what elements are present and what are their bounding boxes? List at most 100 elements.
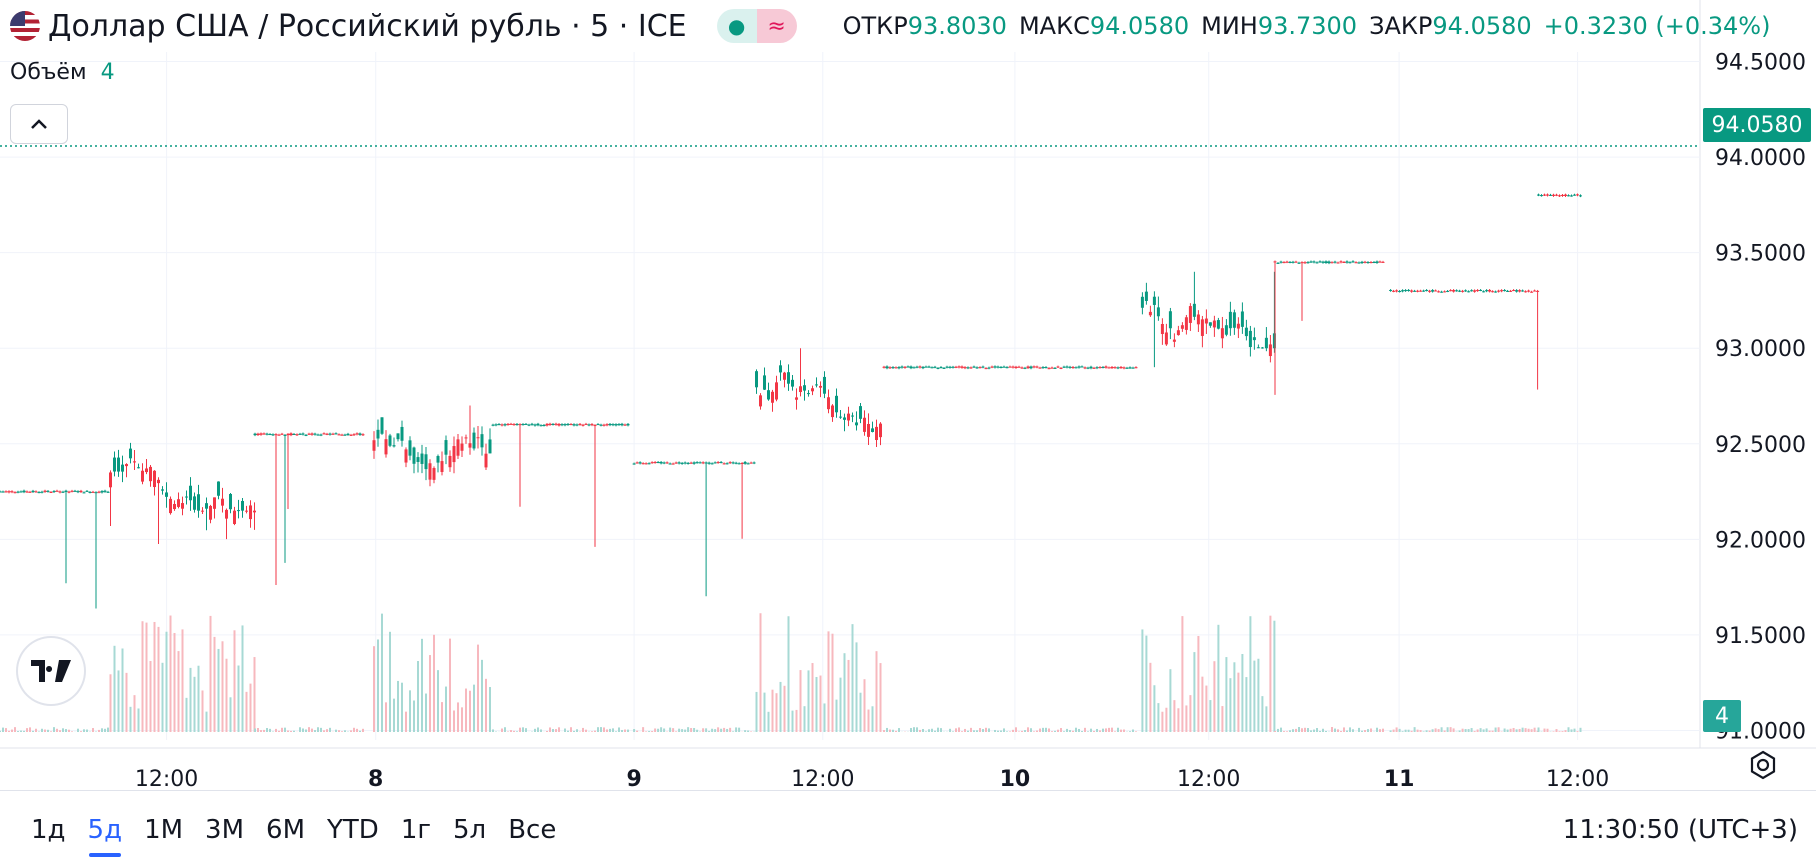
volume-bar — [393, 699, 395, 732]
volume-bar — [883, 730, 885, 732]
candle-body — [50, 492, 53, 493]
volume-bar — [732, 731, 734, 732]
candle-body — [481, 434, 484, 447]
candle-body — [991, 367, 994, 368]
candle-body — [654, 462, 657, 463]
candle-body — [519, 424, 522, 425]
candle-body — [1455, 290, 1458, 291]
volume-bar — [126, 673, 128, 732]
range-6m[interactable]: 6М — [255, 815, 316, 845]
candle-body — [1307, 262, 1310, 263]
volume-bar — [11, 730, 13, 732]
candle-body — [296, 434, 299, 435]
volume-bar — [696, 730, 698, 732]
candle-body — [1521, 290, 1524, 291]
volume-bar — [1361, 731, 1363, 732]
volume-bar — [615, 731, 617, 732]
range-5y[interactable]: 5л — [442, 815, 497, 845]
market-open-dot-icon[interactable]: ● — [717, 9, 757, 43]
volume-bar — [549, 727, 551, 732]
volume-bar — [389, 632, 391, 732]
volume-bar — [919, 730, 921, 732]
range-5d[interactable]: 5д — [77, 815, 134, 845]
symbol-title[interactable]: Доллар США / Российский рубль · 5 · ICE — [48, 9, 687, 44]
volume-bar — [71, 731, 73, 732]
volume-bar — [776, 693, 778, 732]
volume-bar — [281, 728, 283, 732]
range-1d[interactable]: 1д — [20, 815, 77, 845]
volume-bar — [338, 730, 340, 732]
candle-body — [1057, 367, 1060, 368]
volume-bar — [1096, 729, 1098, 732]
volume-bar — [1531, 729, 1533, 732]
candle-body — [1027, 366, 1030, 368]
volume-bar — [988, 728, 990, 732]
range-all[interactable]: Все — [497, 815, 567, 845]
volume-bar — [158, 627, 160, 732]
candle-body — [904, 367, 907, 368]
candle-body — [609, 424, 612, 425]
volume-bar — [413, 701, 415, 732]
clock[interactable]: 11:30:50 (UTC+3) — [1563, 815, 1798, 845]
candle-body — [311, 433, 314, 434]
candle-body — [657, 462, 660, 463]
volume-bar — [178, 651, 180, 732]
candle-body — [1301, 262, 1304, 263]
delayed-data-icon[interactable]: ≈ — [757, 9, 797, 43]
candle-body — [1129, 367, 1132, 368]
volume-bar — [645, 731, 647, 732]
volume-bar — [162, 663, 164, 732]
volume-bar — [373, 646, 375, 732]
candle-body — [284, 435, 287, 436]
range-1y[interactable]: 1г — [390, 815, 442, 845]
volume-bar — [964, 729, 966, 732]
volume-bar — [2, 728, 4, 732]
candle-body — [729, 462, 732, 463]
volume-bar — [83, 729, 85, 732]
volume-bar — [636, 731, 638, 732]
candle-body — [1518, 290, 1521, 291]
range-ytd[interactable]: YTD — [316, 815, 390, 845]
candle-body — [1512, 290, 1515, 291]
candle-body — [1485, 290, 1488, 291]
collapse-legend-button[interactable] — [10, 104, 68, 144]
candle-body — [1253, 337, 1256, 340]
volume-bar — [1027, 727, 1029, 732]
volume-bar — [612, 728, 614, 732]
volume-bar — [684, 730, 686, 732]
volume-bar — [1492, 731, 1494, 732]
candle-body — [492, 425, 495, 426]
last-volume-label: 4 — [1703, 700, 1741, 732]
candle-body — [1165, 332, 1168, 344]
volume-bar — [693, 728, 695, 732]
candle-body — [922, 367, 925, 368]
tradingview-logo[interactable] — [18, 638, 84, 704]
candle-body — [1081, 366, 1084, 367]
range-1m[interactable]: 1М — [133, 815, 194, 845]
range-3m[interactable]: 3М — [194, 815, 255, 845]
candle-body — [573, 424, 576, 425]
volume-bar — [860, 693, 862, 732]
volume-bar — [967, 731, 969, 732]
volume-bar — [1197, 636, 1199, 732]
candle-body — [356, 433, 359, 434]
candle-body — [473, 433, 476, 449]
candle-body — [510, 424, 513, 425]
volume-bar — [5, 728, 7, 732]
volume-bar — [1181, 616, 1183, 732]
candle-body — [855, 422, 858, 425]
volume-bar — [949, 729, 951, 732]
candle-body — [113, 458, 116, 472]
volume-bar — [705, 728, 707, 732]
candle-body — [68, 492, 71, 493]
volume-bar — [437, 670, 439, 732]
candle-body — [621, 424, 624, 425]
candle-body — [1105, 366, 1108, 367]
chart-settings-button[interactable] — [1744, 746, 1782, 784]
volume-bar — [335, 730, 337, 732]
volume-bar — [1504, 729, 1506, 732]
volume-bar — [1453, 728, 1455, 732]
status-badges[interactable]: ● ≈ — [717, 9, 797, 43]
